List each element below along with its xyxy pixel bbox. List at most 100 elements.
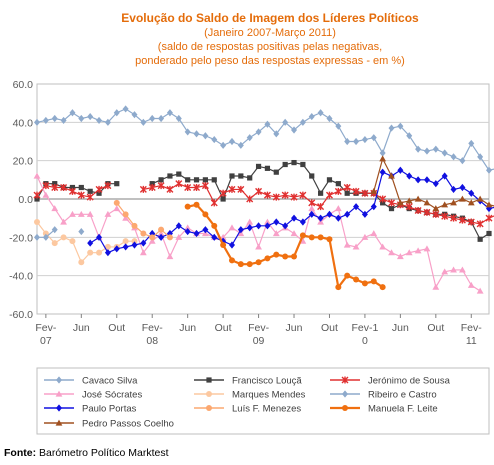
data-point — [485, 201, 493, 208]
data-point — [34, 233, 40, 241]
legend-box — [36, 367, 490, 435]
data-point — [87, 112, 94, 121]
x-tick-label: Jun — [73, 322, 90, 334]
series-pedro-passos-coelho — [370, 155, 494, 212]
data-point — [42, 233, 49, 241]
data-point — [476, 220, 484, 228]
data-point — [388, 249, 395, 256]
series-line — [36, 183, 117, 200]
data-point — [202, 211, 209, 218]
data-point — [405, 197, 413, 204]
data-point — [157, 182, 165, 190]
data-point — [255, 222, 262, 230]
data-point — [459, 157, 466, 165]
data-point — [282, 253, 289, 260]
data-point — [34, 118, 40, 126]
data-point — [406, 132, 413, 140]
data-point — [184, 203, 191, 210]
data-point — [60, 218, 67, 225]
data-point — [51, 226, 58, 234]
data-point — [299, 218, 306, 226]
data-point — [247, 175, 253, 181]
data-point — [415, 176, 422, 184]
data-point — [441, 172, 448, 180]
data-point — [370, 203, 377, 211]
chart-title: Evolução do Saldo de Imagem dos Líderes … — [121, 11, 419, 25]
data-point — [379, 284, 386, 291]
data-point — [131, 111, 138, 119]
data-point — [441, 201, 449, 208]
data-point — [388, 199, 396, 207]
data-point — [167, 173, 173, 179]
legend-item-jeronimo-de-sousa: Jerónimo de Sousa — [330, 376, 451, 387]
data-point — [272, 193, 280, 201]
data-point — [353, 203, 360, 211]
data-point — [370, 230, 378, 237]
data-point — [264, 165, 271, 171]
data-point — [42, 191, 50, 198]
data-point — [113, 199, 120, 206]
data-point — [104, 118, 111, 126]
data-point — [282, 118, 289, 126]
data-point — [69, 184, 76, 191]
data-point — [96, 116, 103, 125]
data-point — [104, 210, 112, 217]
data-point — [255, 259, 262, 266]
data-point — [264, 218, 271, 225]
data-point — [246, 134, 253, 142]
data-point — [202, 132, 209, 140]
x-tick-label: Out — [427, 322, 444, 334]
data-point — [291, 159, 297, 166]
data-point — [60, 234, 67, 241]
data-point — [273, 218, 280, 226]
data-point — [282, 222, 289, 230]
legend-item-paulo-portas: Paulo Portas — [44, 404, 137, 415]
data-point — [149, 114, 156, 123]
data-point — [176, 171, 182, 177]
data-point — [86, 193, 94, 201]
y-tick-label: 60.0 — [13, 79, 34, 91]
data-point — [211, 177, 217, 183]
data-point — [246, 218, 254, 225]
data-point — [184, 128, 191, 136]
data-point — [326, 114, 333, 123]
legend-marker — [342, 405, 348, 411]
series-cavaco-silva — [34, 105, 494, 174]
data-point — [405, 203, 413, 211]
data-point — [317, 214, 324, 222]
legend-marker — [342, 390, 348, 398]
grid-layer — [37, 121, 489, 277]
data-point — [158, 177, 164, 183]
data-point — [193, 177, 200, 183]
data-point — [361, 189, 369, 197]
data-point — [344, 137, 351, 146]
data-point — [468, 189, 475, 197]
data-point — [263, 191, 271, 199]
series-luis-f-menezes — [113, 199, 173, 241]
data-point — [326, 210, 333, 218]
data-point — [78, 227, 85, 236]
x-tick-label-line-2: 11 — [466, 335, 477, 347]
data-point — [423, 245, 431, 252]
data-point — [113, 109, 120, 117]
data-point — [52, 181, 58, 187]
data-point — [459, 266, 466, 273]
data-point — [51, 114, 58, 123]
legend-marker — [56, 376, 62, 384]
x-tick-label-line-2: 09 — [253, 335, 265, 347]
data-point — [69, 109, 76, 117]
data-point — [414, 195, 422, 202]
data-point — [344, 272, 351, 279]
data-point — [379, 155, 387, 162]
series-layer — [33, 105, 494, 294]
data-point — [255, 187, 263, 195]
data-point — [95, 185, 103, 193]
legend-label: Francisco Louçã — [232, 376, 302, 387]
data-point — [193, 201, 200, 208]
legend-label: Ribeiro e Castro — [368, 390, 437, 401]
data-point — [459, 195, 466, 202]
data-point — [42, 116, 49, 125]
data-point — [299, 232, 306, 239]
data-point — [352, 243, 360, 250]
